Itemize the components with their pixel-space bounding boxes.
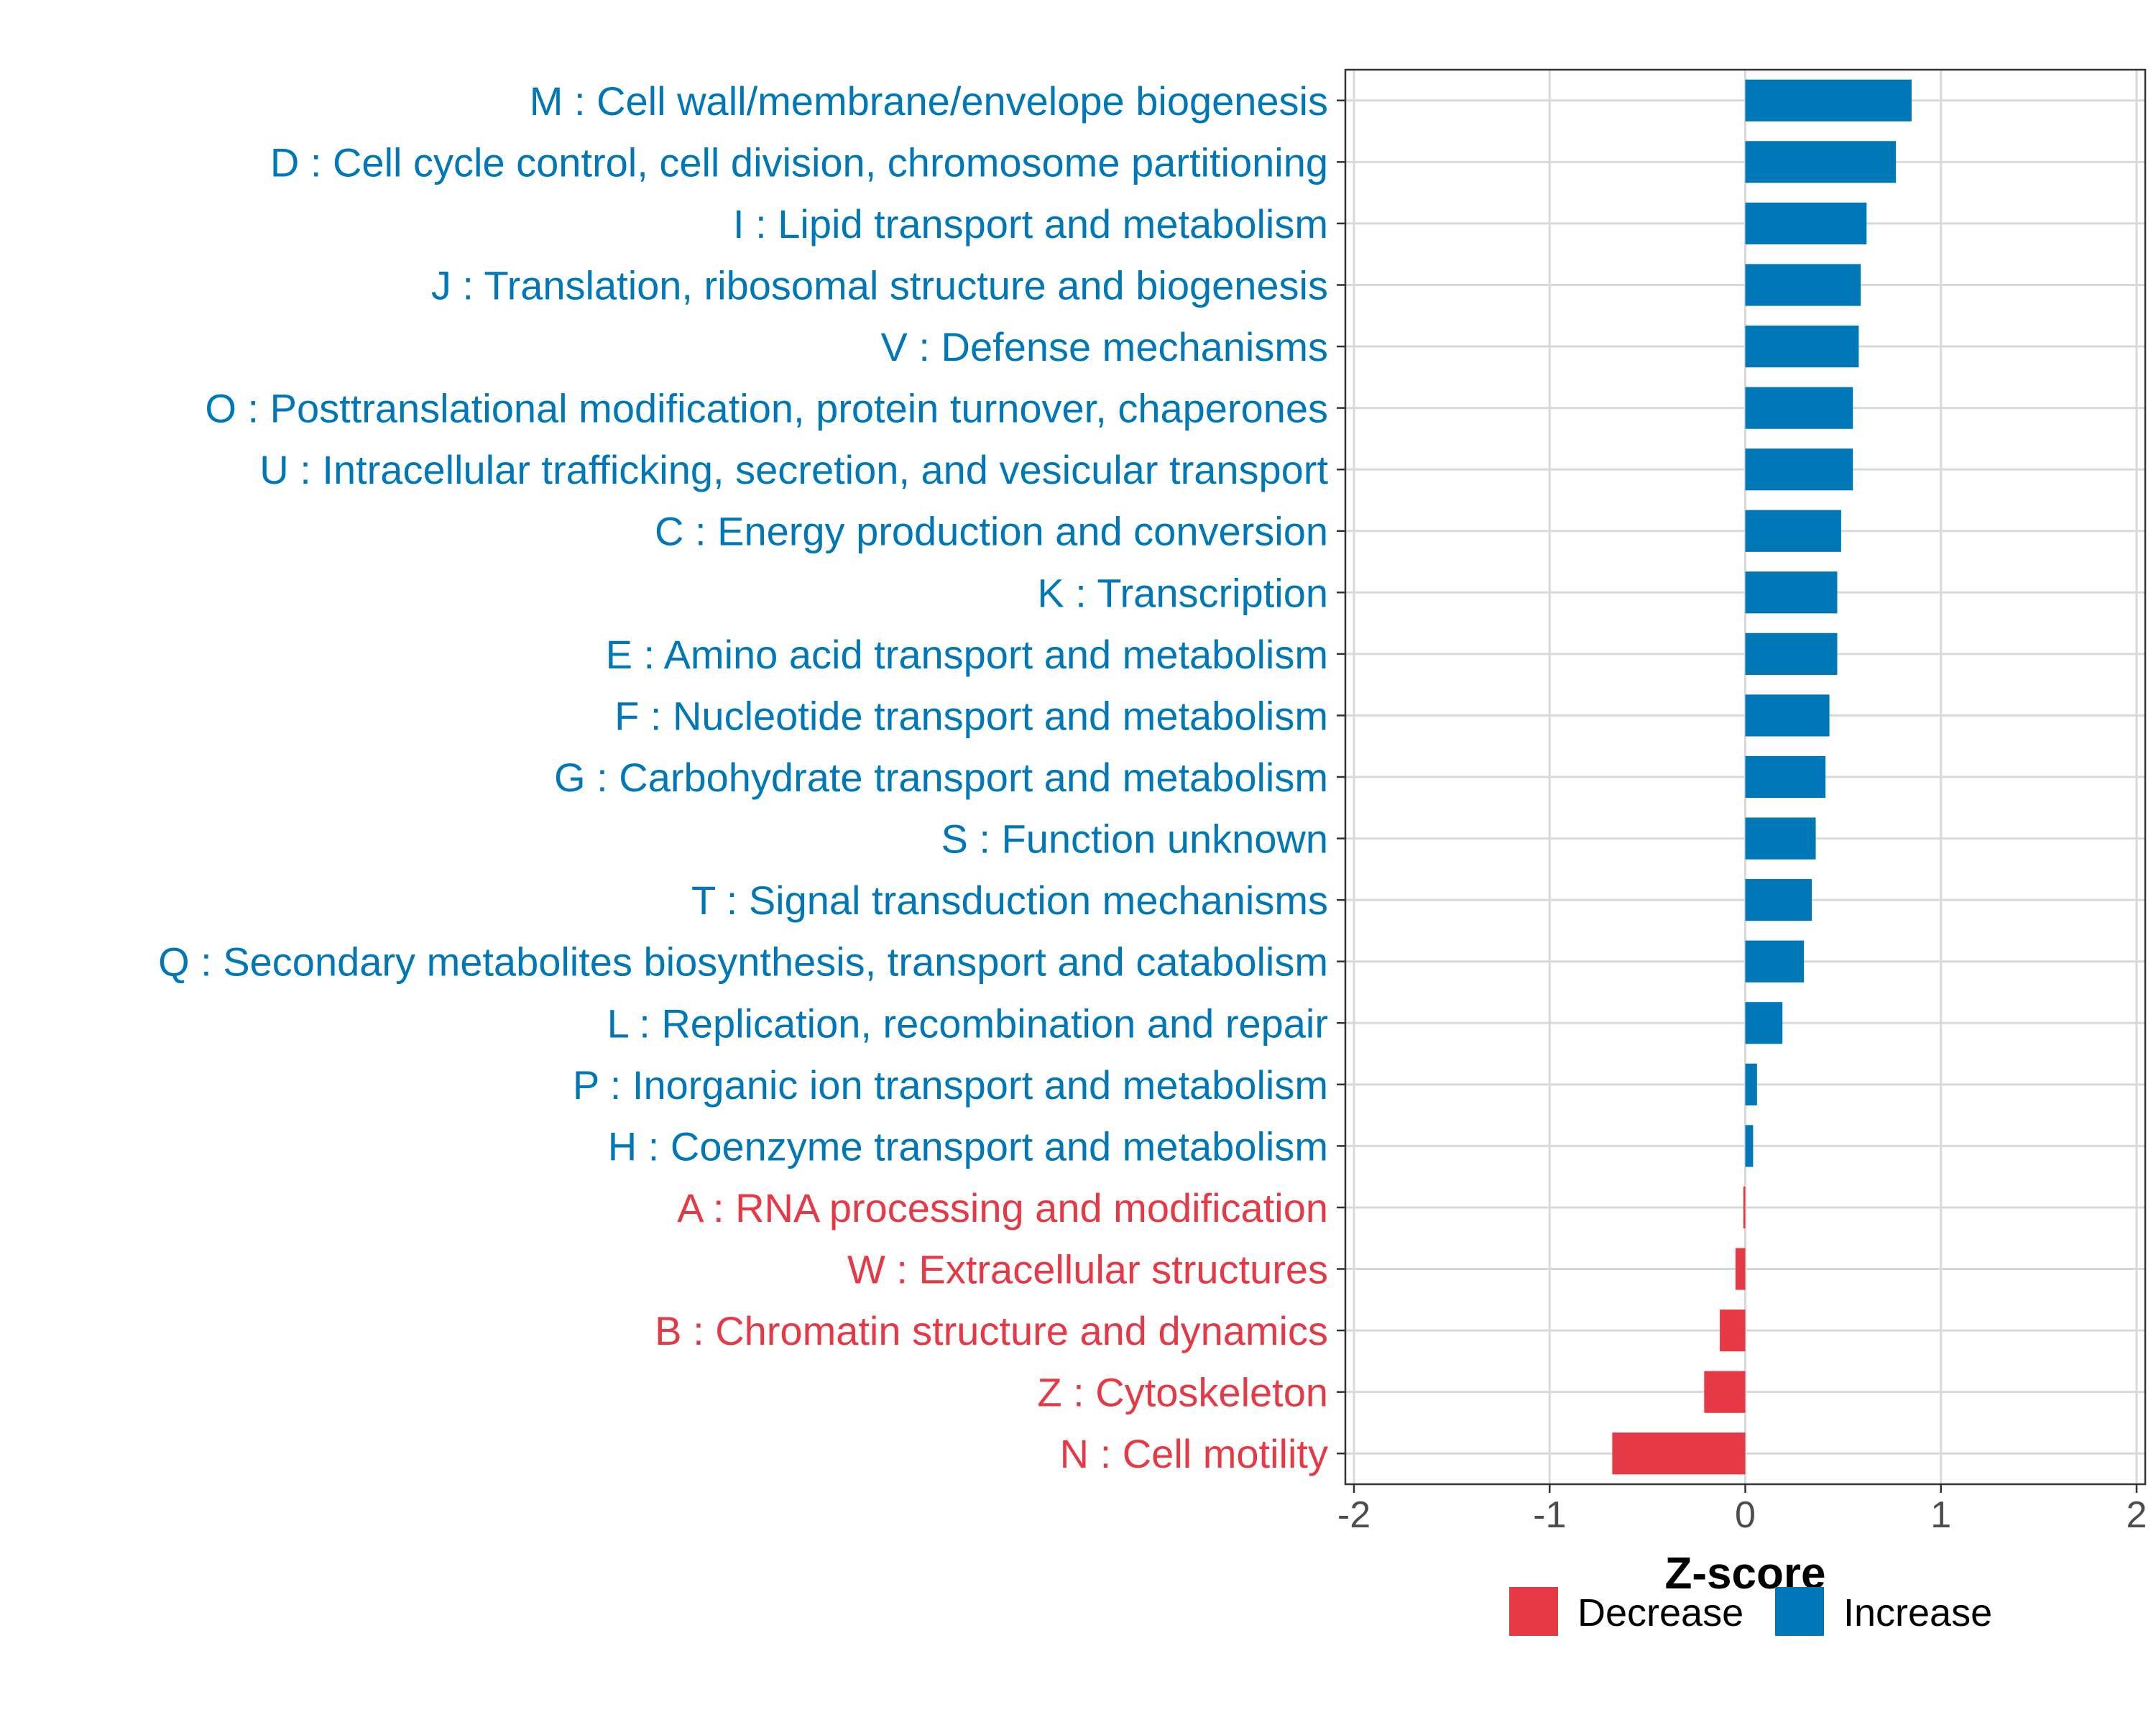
bar — [1745, 1125, 1754, 1167]
x-tick-label: 0 — [1735, 1494, 1756, 1536]
category-label: D : Cell cycle control, cell division, c… — [270, 139, 1328, 185]
category-label: B : Chromatin structure and dynamics — [655, 1308, 1328, 1353]
bar — [1745, 325, 1859, 368]
category-label: H : Coenzyme transport and metabolism — [608, 1123, 1328, 1169]
bar — [1745, 940, 1805, 983]
category-label: I : Lipid transport and metabolism — [733, 201, 1328, 247]
bar — [1745, 141, 1897, 183]
bar — [1745, 632, 1838, 675]
bar — [1704, 1371, 1746, 1413]
category-label: F : Nucleotide transport and metabolism — [614, 693, 1328, 738]
category-label: G : Carbohydrate transport and metabolis… — [554, 755, 1328, 800]
category-label: J : Translation, ribosomal structure and… — [431, 262, 1328, 308]
bar — [1745, 448, 1853, 491]
bar — [1745, 79, 1912, 121]
bar — [1745, 264, 1861, 306]
category-label: U : Intracellular trafficking, secretion… — [259, 447, 1328, 492]
legend-swatch — [1775, 1587, 1824, 1636]
category-label: C : Energy production and conversion — [655, 509, 1328, 554]
category-label: V : Defense mechanisms — [881, 324, 1328, 369]
bar — [1745, 202, 1867, 245]
bar — [1745, 694, 1830, 737]
bar — [1745, 571, 1838, 614]
bar — [1745, 755, 1826, 799]
category-label: K : Transcription — [1037, 570, 1328, 615]
bar — [1743, 1186, 1746, 1229]
bar — [1735, 1248, 1746, 1290]
bar-layer — [1612, 79, 1912, 1475]
bar — [1720, 1309, 1746, 1352]
category-label: W : Extracellular structures — [847, 1247, 1328, 1292]
category-label: Z : Cytoskeleton — [1037, 1370, 1328, 1415]
category-label: O : Posttranslational modification, prot… — [205, 386, 1328, 431]
bar — [1745, 1002, 1783, 1044]
bar — [1745, 510, 1841, 552]
category-label: Q : Secondary metabolites biosynthesis, … — [158, 939, 1328, 985]
label-layer: M : Cell wall/membrane/envelope biogenes… — [158, 78, 1328, 1476]
legend-label: Decrease — [1577, 1591, 1743, 1634]
x-tick-label: -1 — [1533, 1494, 1566, 1536]
bar — [1745, 1063, 1757, 1105]
category-label: T : Signal transduction mechanisms — [691, 878, 1328, 923]
x-tick-label: -2 — [1337, 1494, 1370, 1536]
category-label: M : Cell wall/membrane/envelope biogenes… — [530, 78, 1328, 124]
x-tick-label: 1 — [1930, 1494, 1951, 1536]
category-label: S : Function unknown — [941, 816, 1328, 862]
bar — [1745, 817, 1816, 860]
x-tick-label: 2 — [2127, 1494, 2147, 1536]
category-label: A : RNA processing and modification — [677, 1185, 1328, 1230]
category-label: P : Inorganic ion transport and metaboli… — [573, 1062, 1328, 1108]
legend: Decrease Increase — [1509, 1587, 1992, 1636]
category-label: E : Amino acid transport and metabolism — [606, 632, 1328, 677]
category-label: L : Replication, recombination and repai… — [607, 1000, 1328, 1046]
category-label: N : Cell motility — [1060, 1431, 1328, 1476]
bar — [1745, 387, 1853, 429]
bar — [1745, 879, 1812, 921]
legend-swatch — [1509, 1587, 1558, 1636]
legend-label: Increase — [1843, 1591, 1992, 1634]
bar — [1612, 1432, 1746, 1475]
axis-layer: -2 -1 0 1 2 — [1337, 99, 2147, 1536]
